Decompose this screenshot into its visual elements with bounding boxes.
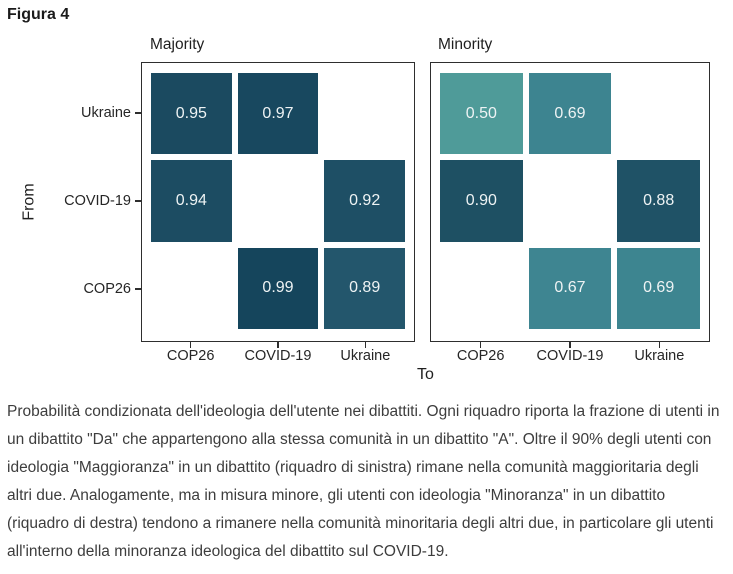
heatmap-tile: 0.67 [528, 247, 612, 329]
heatmap-tile-empty [238, 160, 319, 241]
y-tick-mark [135, 112, 141, 114]
x-labels-majority: COP26 COVID-19 Ukraine [141, 348, 415, 364]
x-tick-mark [189, 341, 192, 348]
heatmap-tile: 0.94 [151, 160, 232, 242]
x-ticks-minority [430, 341, 710, 348]
y-tick-cop26: COP26 [0, 281, 141, 297]
y-tick-covid19: COVID-19 [0, 193, 141, 209]
heatmap-tile: 0.97 [237, 73, 319, 155]
x-tick-mark [569, 341, 571, 348]
heatmap-tile-empty [617, 73, 700, 154]
heatmap-panel-majority: 0.95 0.97 0.94 0.92 0.99 0.89 [141, 62, 415, 342]
heatmap-tile-empty [440, 248, 523, 329]
heatmap-tile: 0.95 [151, 73, 232, 155]
y-tick-mark [135, 200, 141, 202]
heatmap-tile: 0.88 [617, 160, 700, 242]
figure-title: Figura 4 [7, 6, 70, 23]
x-tick-label: COVID-19 [536, 348, 604, 364]
heatmap-tile: 0.69 [617, 247, 700, 329]
y-tick-label: Ukraine [81, 105, 131, 121]
x-tick-label: Ukraine [340, 348, 391, 364]
panel-title-minority: Minority [438, 36, 493, 53]
heatmap-panel-minority: 0.50 0.69 0.90 0.88 0.67 0.69 [430, 62, 710, 342]
y-tick-label: COVID-19 [64, 193, 131, 209]
heatmap-tile: 0.69 [528, 73, 612, 155]
heatmap-tile-empty [151, 248, 232, 329]
x-tick-mark [277, 341, 279, 348]
heatmap-tile: 0.89 [324, 247, 405, 329]
heatmap-tile: 0.90 [440, 160, 523, 242]
x-ticks-majority [141, 341, 415, 348]
y-tick-label: COP26 [83, 281, 131, 297]
x-labels-minority: COP26 COVID-19 Ukraine [430, 348, 710, 364]
x-tick-label: COP26 [166, 348, 215, 364]
x-tick-mark [364, 341, 367, 348]
heatmap-tile-empty [529, 160, 612, 241]
heatmap-figure: Majority Minority From Ukraine COVID-19 … [0, 36, 710, 383]
heatmap-tile: 0.99 [237, 247, 319, 329]
heatmap-tile-empty [324, 73, 405, 154]
heatmap-tile: 0.92 [324, 160, 405, 242]
y-tick-mark [135, 288, 141, 290]
panel-title-majority: Majority [150, 36, 205, 53]
y-tick-ukraine: Ukraine [0, 105, 141, 121]
x-tick-mark [479, 341, 482, 348]
x-axis-label: To [417, 366, 434, 383]
figure-caption: Probabilità condizionata dell'ideologia … [7, 403, 720, 560]
x-tick-label: Ukraine [634, 348, 685, 364]
x-tick-label: COP26 [456, 348, 505, 364]
heatmap-tile: 0.50 [440, 73, 523, 155]
x-tick-label: COVID-19 [244, 348, 312, 364]
x-tick-mark [658, 341, 661, 348]
